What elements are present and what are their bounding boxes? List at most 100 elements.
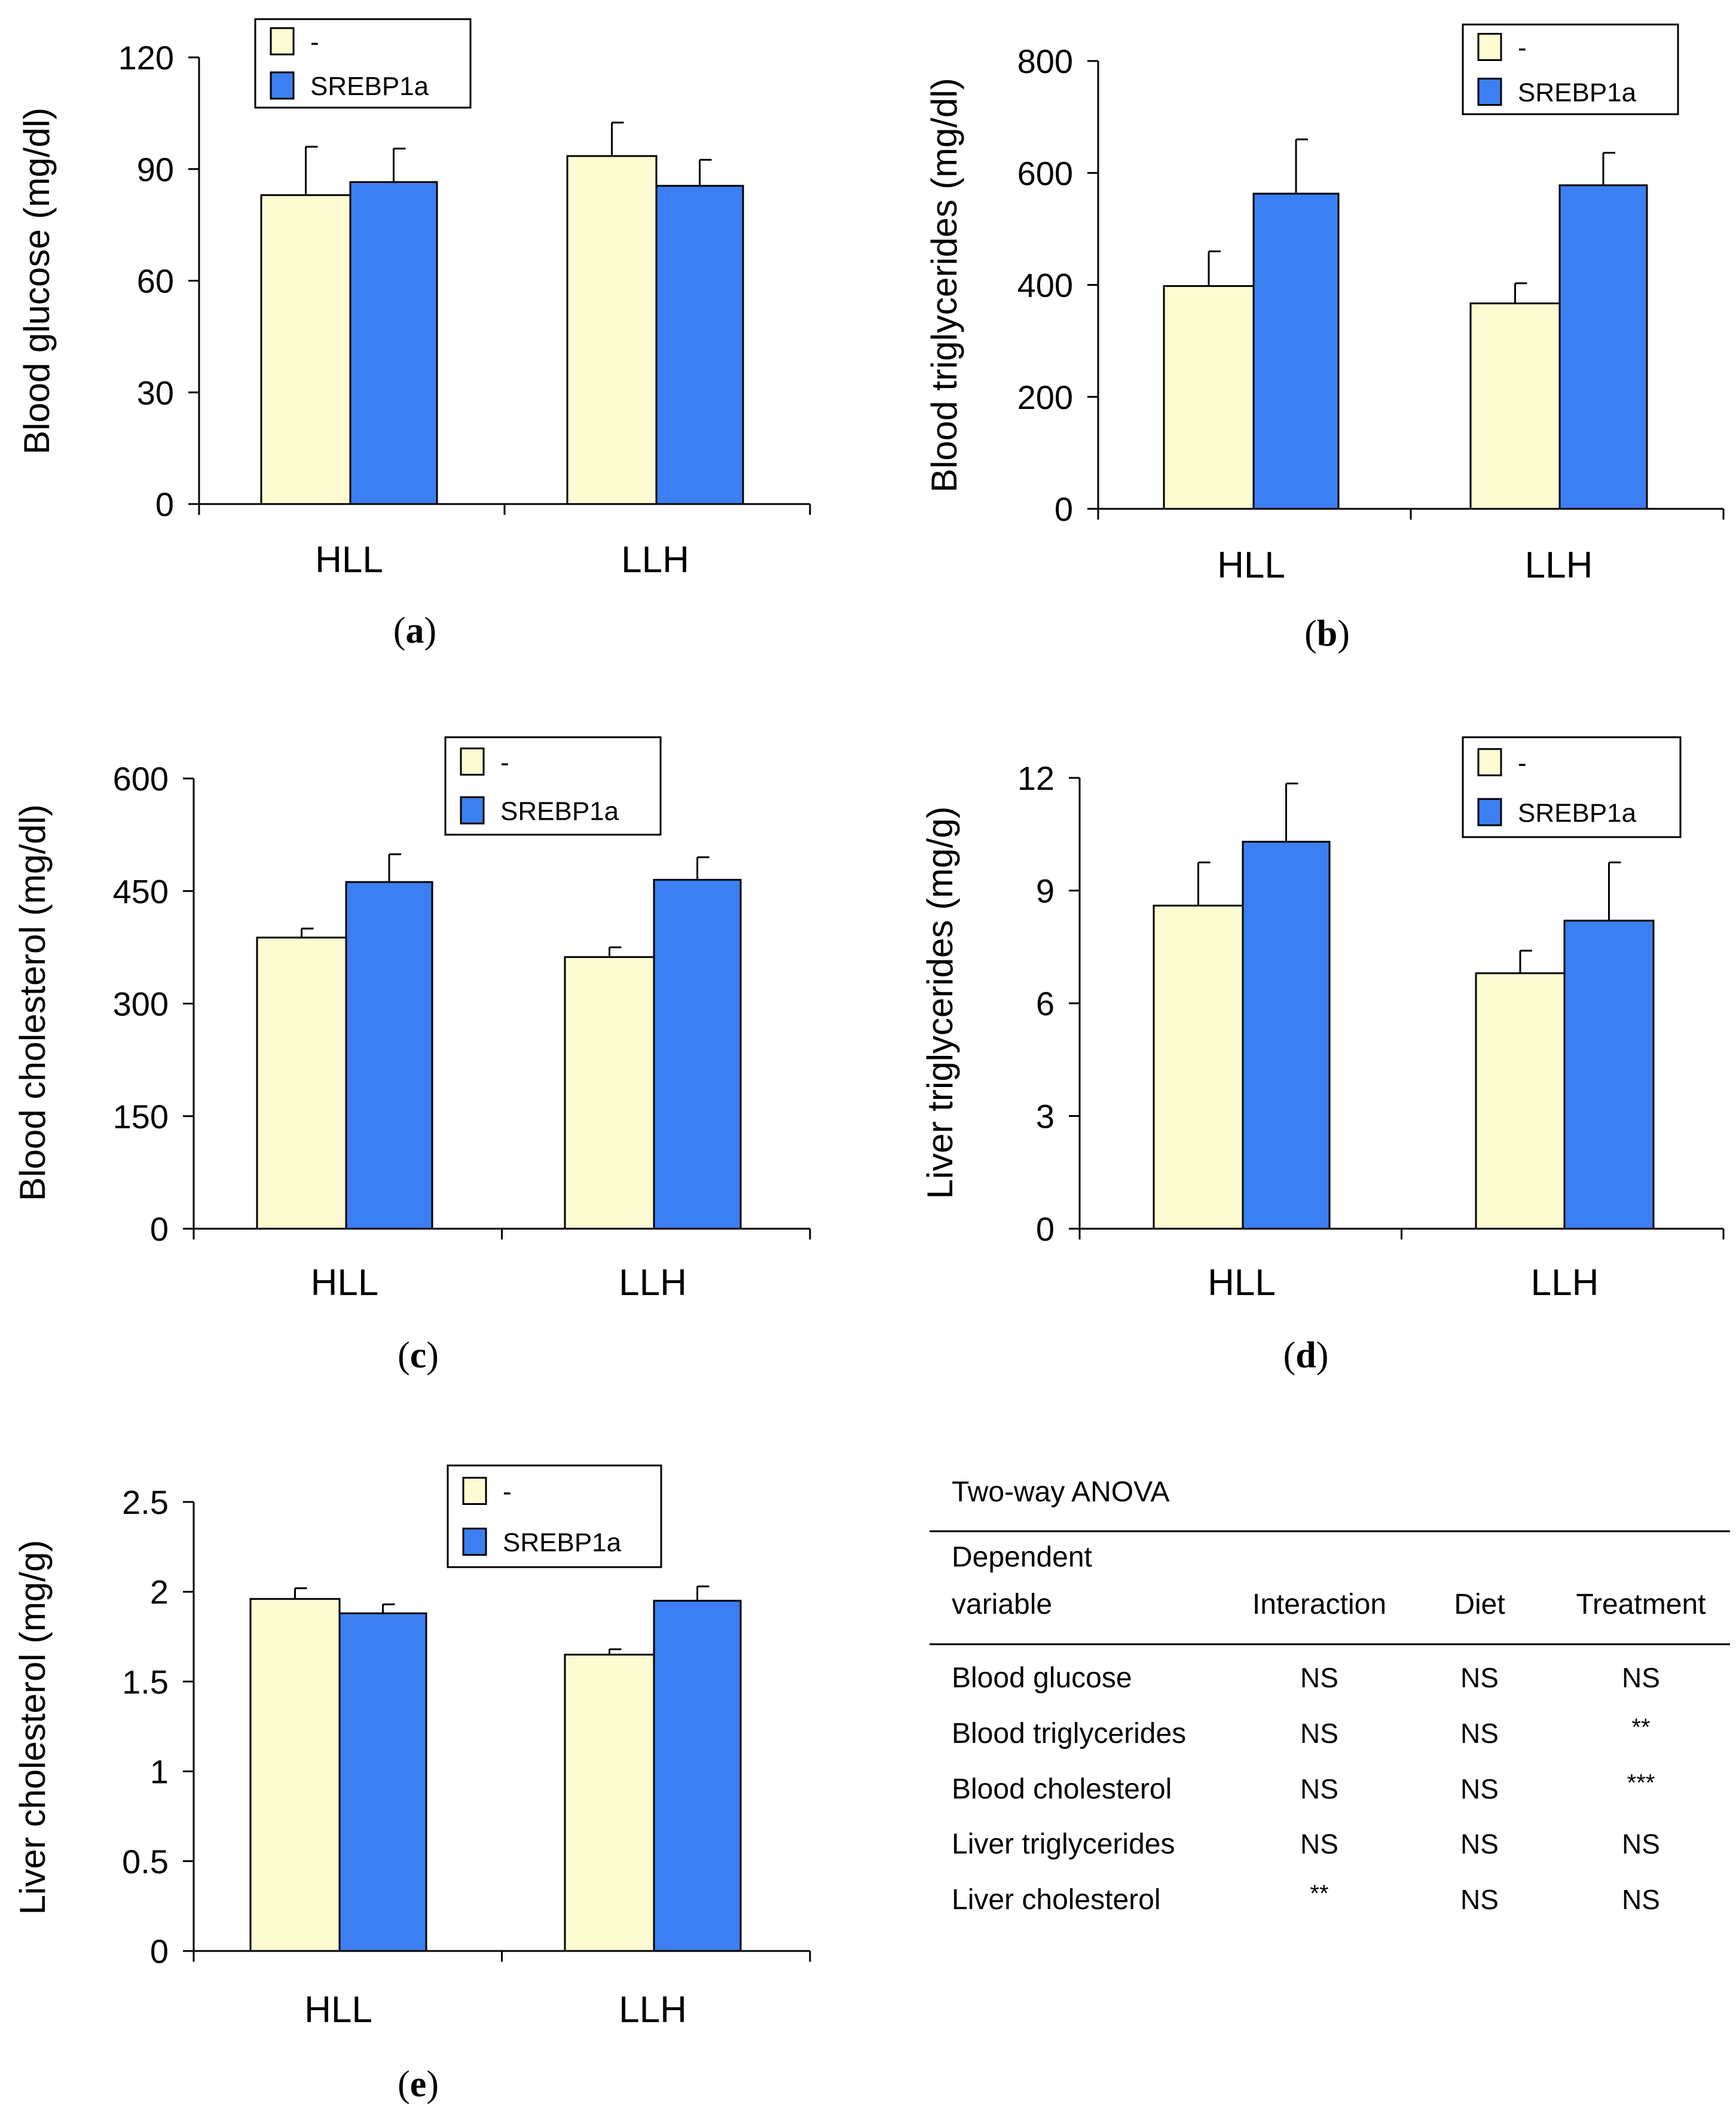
bar-control-hll xyxy=(1163,285,1255,510)
x-tick-label-hll: HLL xyxy=(1208,1262,1276,1303)
anova-cell: ** xyxy=(1631,1714,1650,1741)
y-axis-label: Blood triglycerides (mg/dl) xyxy=(924,78,964,493)
y-tick-label: 600 xyxy=(113,760,169,798)
x-tick-label-hll: HLL xyxy=(304,1989,372,2030)
y-tick-label: 120 xyxy=(118,39,174,77)
bar-srebp1a-hll xyxy=(1242,841,1331,1230)
bar-control-llh xyxy=(566,155,658,505)
chart-panel-d: 0 3 6 9 12 Liver triglycerides (mg/g) HLL LLH - S… xyxy=(920,736,1725,1376)
legend: - SREBP1a xyxy=(1462,23,1679,115)
anova-row-label: Liver cholesterol xyxy=(952,1884,1161,1916)
y-tick-label: 600 xyxy=(1017,154,1073,192)
legend: - SREBP1a xyxy=(1462,736,1682,838)
bar-control-hll xyxy=(1153,905,1244,1230)
y-axis-label: Blood glucose (mg/dl) xyxy=(17,108,57,454)
anova-row-label: Blood glucose xyxy=(952,1662,1132,1694)
y-tick-label: 450 xyxy=(113,872,169,910)
legend-swatch-control xyxy=(1477,33,1502,61)
anova-cell: NS xyxy=(1300,1662,1338,1693)
y-tick-label: 200 xyxy=(1017,378,1073,416)
bar-control-hll xyxy=(260,194,352,505)
y-tick-label: 1 xyxy=(150,1753,169,1791)
anova-cell: ** xyxy=(1310,1880,1328,1907)
legend-label: - xyxy=(1518,33,1527,63)
y-tick-label: 2 xyxy=(150,1573,169,1611)
legend-swatch-srebp1a xyxy=(460,796,485,825)
panel-label: (c) xyxy=(398,1335,439,1376)
legend-label: SREBP1a xyxy=(1518,798,1637,828)
legend-swatch-control xyxy=(462,1477,487,1505)
anova-row-label: Blood triglycerides xyxy=(952,1718,1186,1749)
y-tick-label: 60 xyxy=(137,262,174,300)
legend-swatch-control xyxy=(1477,748,1502,777)
anova-header-variable: variable xyxy=(952,1589,1052,1620)
anova-header-diet: Diet xyxy=(1454,1589,1505,1620)
legend-swatch-srebp1a xyxy=(1477,78,1502,106)
bar-srebp1a-llh xyxy=(1563,920,1655,1230)
legend: - SREBP1a xyxy=(254,18,472,109)
legend-swatch-control xyxy=(460,747,485,776)
y-axis-label: Liver triglycerides (mg/g) xyxy=(920,807,960,1199)
x-tick-label-llh: LLH xyxy=(1525,545,1593,586)
anova-cell: NS xyxy=(1460,1773,1499,1804)
bar-control-llh xyxy=(564,956,655,1230)
panel-label: (a) xyxy=(393,610,436,651)
chart-panel-a: 0 30 60 90 120 Blood glucose (mg/dl) HLL LLH - SR… xyxy=(17,18,811,651)
bar-srebp1a-llh xyxy=(653,878,742,1230)
y-axis-label: Liver cholesterol (mg/g) xyxy=(13,1540,53,1915)
bar-srebp1a-hll xyxy=(338,1612,427,1952)
legend-label: SREBP1a xyxy=(500,796,619,826)
anova-header-dependent: Dependent xyxy=(952,1541,1092,1573)
y-tick-label: 1.5 xyxy=(122,1663,169,1700)
anova-row-label: Liver triglycerides xyxy=(952,1828,1175,1860)
bar-srebp1a-llh xyxy=(1558,184,1648,510)
legend-swatch-srebp1a xyxy=(1477,798,1502,826)
anova-cell: NS xyxy=(1460,1828,1499,1859)
x-tick-label-llh: LLH xyxy=(619,1989,687,2030)
anova-cell: NS xyxy=(1300,1718,1338,1749)
bar-srebp1a-llh xyxy=(655,185,744,505)
panel-label: (b) xyxy=(1304,613,1350,654)
anova-cell: NS xyxy=(1460,1718,1499,1749)
chart-panel-b: 0 200 400 600 800 Blood triglycerides (mg/dl)… xyxy=(924,23,1725,654)
anova-cell: NS xyxy=(1622,1828,1660,1859)
chart-panel-c: 0 150 300 450 600 Blood cholesterol (mg/dl) HL… xyxy=(13,736,811,1376)
chart-panel-e: 0 0.5 1 1.5 2 2.5 Liver cholesterol (mg/g) HLL L… xyxy=(13,1464,811,2105)
legend-swatch-srebp1a xyxy=(462,1528,487,1556)
anova-cell: NS xyxy=(1460,1662,1499,1693)
bar-srebp1a-llh xyxy=(653,1599,742,1952)
y-tick-label: 9 xyxy=(1036,872,1055,910)
x-tick-label-llh: LLH xyxy=(621,539,689,581)
legend-label: - xyxy=(503,1477,512,1507)
anova-cell: NS xyxy=(1300,1773,1338,1804)
anova-cell: *** xyxy=(1627,1770,1655,1796)
panel-label: (e) xyxy=(398,2064,439,2105)
legend-label: - xyxy=(1518,749,1527,778)
y-tick-label: 30 xyxy=(137,374,174,411)
anova-cell: NS xyxy=(1460,1884,1499,1915)
legend-label: - xyxy=(500,748,509,777)
panel-label: (d) xyxy=(1283,1335,1329,1376)
bar-srebp1a-hll xyxy=(345,881,433,1230)
bar-control-llh xyxy=(564,1653,655,1952)
y-axis-label: Blood cholesterol (mg/dl) xyxy=(13,804,53,1201)
y-tick-label: 6 xyxy=(1036,985,1055,1022)
anova-cell: NS xyxy=(1622,1662,1660,1693)
x-tick-label-hll: HLL xyxy=(311,1262,379,1303)
anova-title: Two-way ANOVA xyxy=(952,1476,1170,1508)
x-tick-label-llh: LLH xyxy=(619,1262,687,1303)
y-tick-label: 0 xyxy=(155,486,174,523)
anova-header-interaction: Interaction xyxy=(1252,1589,1386,1620)
y-tick-label: 3 xyxy=(1036,1098,1055,1135)
bar-control-hll xyxy=(249,1598,341,1952)
y-tick-label: 300 xyxy=(113,985,169,1023)
y-tick-label: 800 xyxy=(1017,42,1073,80)
bar-control-llh xyxy=(1475,972,1566,1230)
y-tick-label: 0.5 xyxy=(122,1843,169,1880)
bar-srebp1a-hll xyxy=(349,181,438,505)
anova-cell: NS xyxy=(1300,1828,1338,1859)
y-tick-label: 0 xyxy=(1055,490,1073,528)
y-tick-label: 0 xyxy=(150,1210,169,1248)
y-tick-label: 150 xyxy=(113,1098,169,1135)
